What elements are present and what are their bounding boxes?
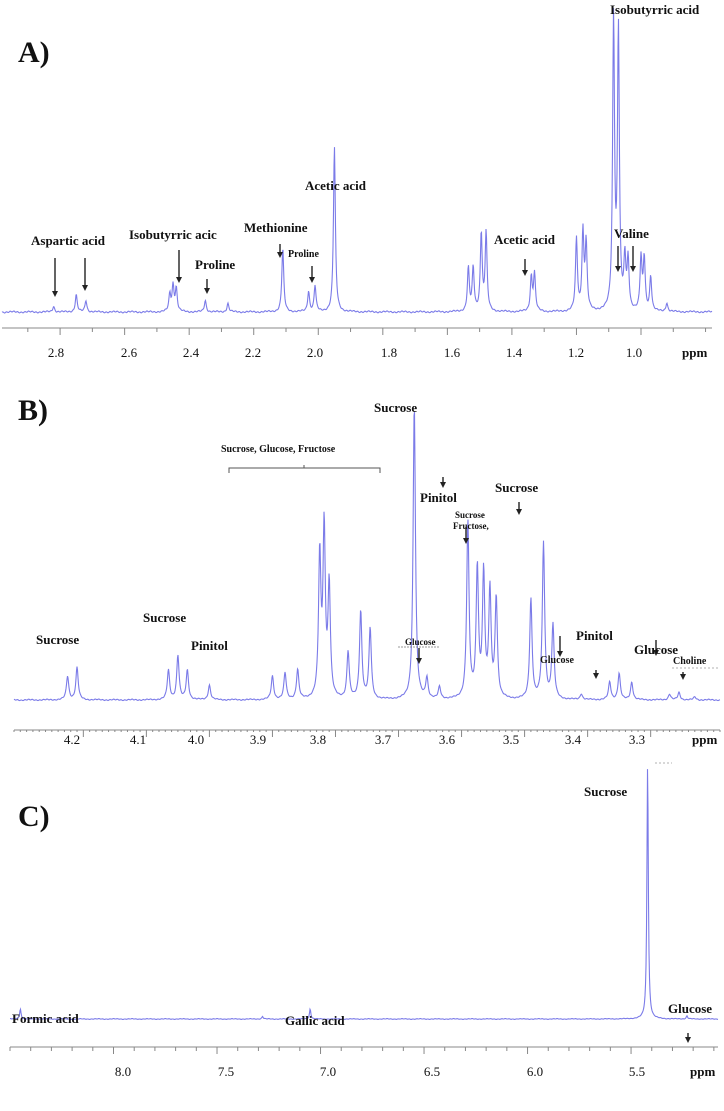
- panel-b-label: B): [18, 394, 48, 427]
- annotation-sucrose-1: Sucrose: [36, 632, 80, 647]
- x-tick-label: 3.3: [628, 732, 646, 747]
- annotation-sucrose-2: Sucrose: [143, 610, 187, 625]
- x-tick-label: 4.1: [129, 732, 147, 747]
- x-tick-label: 3.9: [249, 732, 267, 747]
- bracket-icon: [228, 467, 381, 473]
- arrowhead-icon: [516, 509, 522, 515]
- panel-c-label: C): [18, 800, 50, 833]
- x-tick-label: 2.8: [47, 345, 65, 360]
- arrowhead-icon: [277, 252, 283, 258]
- x-tick-label: 2.2: [244, 345, 262, 360]
- annotation-glucose: Glucose: [668, 1001, 713, 1016]
- x-tick-label: 7.5: [217, 1064, 235, 1079]
- annotation-sucrose-fructose-line2: Fructose,: [453, 521, 489, 531]
- x-tick-label: 3.8: [309, 732, 327, 747]
- arrowhead-icon: [653, 650, 659, 656]
- x-tick-label: 2.6: [120, 345, 138, 360]
- arrowhead-icon: [557, 651, 563, 657]
- x-tick-label: 1.2: [567, 345, 585, 360]
- annotation-pinitol-1: Pinitol: [191, 638, 228, 653]
- panel-a-label: A): [18, 36, 50, 69]
- arrowhead-icon: [463, 538, 469, 544]
- annotation-glucose-2: Glucose: [540, 655, 574, 666]
- x-tick-label: 1.6: [443, 345, 461, 360]
- annotation-glucose-1: Glucose: [405, 637, 436, 647]
- arrowhead-icon: [204, 288, 210, 294]
- annotation-valine: Valine: [614, 226, 649, 241]
- arrowhead-icon: [309, 277, 315, 283]
- annotation-sucrose: Sucrose: [584, 784, 628, 799]
- annotation-acetic-acid-main: Acetic acid: [305, 178, 367, 193]
- annotation-methionine: Methionine: [244, 220, 308, 235]
- x-tick-label: 4.2: [63, 732, 81, 747]
- x-axis-unit: ppm: [682, 345, 708, 360]
- x-tick-label: 8.0: [114, 1064, 132, 1079]
- annotation-proline-1: Proline: [195, 257, 236, 272]
- annotation-sucrose-main: Sucrose: [374, 400, 418, 415]
- arrowhead-icon: [630, 266, 636, 272]
- annotation-choline: Choline: [673, 656, 707, 667]
- annotation-sugars-bracket-label: Sucrose, Glucose, Fructose: [221, 444, 336, 455]
- x-tick-label: 1.8: [380, 345, 398, 360]
- arrowhead-icon: [82, 285, 88, 291]
- arrowhead-icon: [440, 482, 446, 488]
- arrowhead-icon: [176, 277, 182, 283]
- x-tick-label: 2.0: [306, 345, 324, 360]
- x-tick-label: 3.5: [502, 732, 520, 747]
- spectrum-b-plot: [13, 412, 721, 737]
- x-tick-label: 1.0: [625, 345, 643, 360]
- x-tick-label: 6.0: [526, 1064, 544, 1079]
- x-axis-unit: ppm: [692, 732, 718, 747]
- annotation-isobutyrric-acid-main: Isobutyrric acid: [610, 2, 700, 17]
- spectrum-c-plot: [9, 762, 719, 1054]
- arrowhead-icon: [593, 673, 599, 679]
- annotation-isobutyrric-acid-minor: Isobutyrric acic: [129, 227, 217, 242]
- arrowhead-icon: [680, 674, 686, 680]
- annotation-gallic-acid: Gallic acid: [285, 1013, 345, 1028]
- arrowhead-icon: [52, 291, 58, 297]
- x-tick-label: 2.4: [182, 345, 200, 360]
- x-tick-label: 3.4: [564, 732, 582, 747]
- annotation-proline-2: Proline: [288, 249, 319, 260]
- x-tick-label: 3.7: [374, 732, 392, 747]
- x-tick-label: 4.0: [187, 732, 205, 747]
- panel-c: C) Sucrose Formic acid Gallic acid Gluco…: [0, 760, 724, 1111]
- arrowhead-icon: [685, 1037, 691, 1043]
- x-axis-unit: ppm: [690, 1064, 716, 1079]
- arrowhead-icon: [615, 266, 621, 272]
- arrowhead-icon: [522, 270, 528, 276]
- annotation-aspartic-acid: Aspartic acid: [31, 233, 106, 248]
- spectrum-trace: [10, 769, 719, 1020]
- spectrum-trace: [13, 412, 721, 702]
- spectrum-trace: [1, 8, 713, 314]
- annotation-pinitol-3: Pinitol: [576, 628, 613, 643]
- annotation-formic-acid: Formic acid: [12, 1011, 79, 1026]
- annotation-glucose-3: Glucose: [634, 642, 679, 657]
- x-tick-label: 5.5: [628, 1064, 646, 1079]
- spectrum-a-plot: [1, 8, 713, 335]
- x-tick-label: 7.0: [319, 1064, 337, 1079]
- x-tick-label: 1.4: [505, 345, 523, 360]
- annotation-pinitol-2: Pinitol: [420, 490, 457, 505]
- annotation-sucrose-fructose-line1: Sucrose: [455, 510, 485, 520]
- annotation-acetic-acid-minor: Acetic acid: [494, 232, 556, 247]
- x-tick-label: 3.6: [438, 732, 456, 747]
- arrowhead-icon: [416, 658, 422, 664]
- x-tick-label: 6.5: [423, 1064, 441, 1079]
- panel-b: B) Sucrose, Glucose, Fructose Sucrose Pi…: [0, 360, 724, 760]
- panel-a: A) Isobutyrric acid Acetic acid Aspartic…: [0, 0, 724, 360]
- annotation-sucrose-3: Sucrose: [495, 480, 539, 495]
